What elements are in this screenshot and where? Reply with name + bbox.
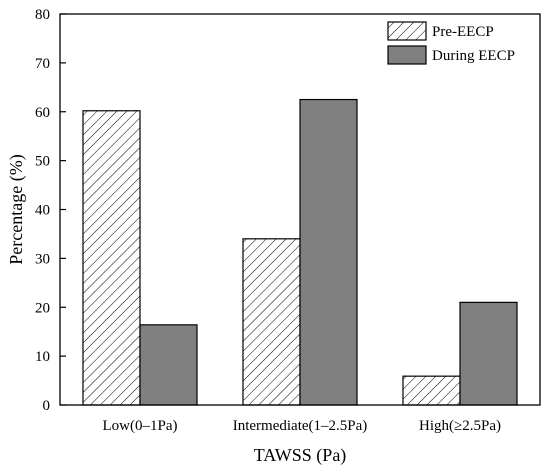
y-tick-label: 0 <box>43 398 51 414</box>
bars-layer <box>82 98 518 406</box>
y-tick-label: 10 <box>35 349 50 365</box>
y-tick-label: 20 <box>35 300 50 316</box>
legend-label: Pre-EECP <box>432 24 494 40</box>
bar-during-eecp <box>459 301 518 406</box>
legend: Pre-EECP During EECP <box>387 21 515 65</box>
y-axis-ticks: 0 10 20 30 40 50 60 70 80 <box>35 7 66 414</box>
y-tick-label: 40 <box>35 203 50 219</box>
bar-pre-eecp <box>242 238 301 406</box>
x-axis-title: TAWSS (Pa) <box>254 445 347 466</box>
y-axis-title: Percentage (%) <box>6 154 27 264</box>
x-tick-label: Intermediate(1–2.5Pa) <box>233 418 368 434</box>
bar-during-eecp <box>299 98 358 406</box>
y-tick-label: 80 <box>35 7 50 23</box>
x-axis-ticks: Low(0–1Pa) Intermediate(1–2.5Pa) High(≥2.5… <box>103 418 501 434</box>
x-tick-label: High(≥2.5Pa) <box>419 418 501 434</box>
legend-label: During EECP <box>432 48 515 64</box>
y-tick-label: 50 <box>35 154 50 170</box>
y-tick-label: 70 <box>35 56 50 72</box>
y-tick-label: 60 <box>35 105 50 121</box>
x-tick-label: Low(0–1Pa) <box>103 418 178 434</box>
bar-during-eecp <box>139 324 198 406</box>
bar-pre-eecp <box>402 375 461 406</box>
legend-swatch <box>387 21 427 41</box>
legend-swatch <box>387 45 427 65</box>
bar-pre-eecp <box>82 110 141 406</box>
y-tick-label: 30 <box>35 251 50 267</box>
